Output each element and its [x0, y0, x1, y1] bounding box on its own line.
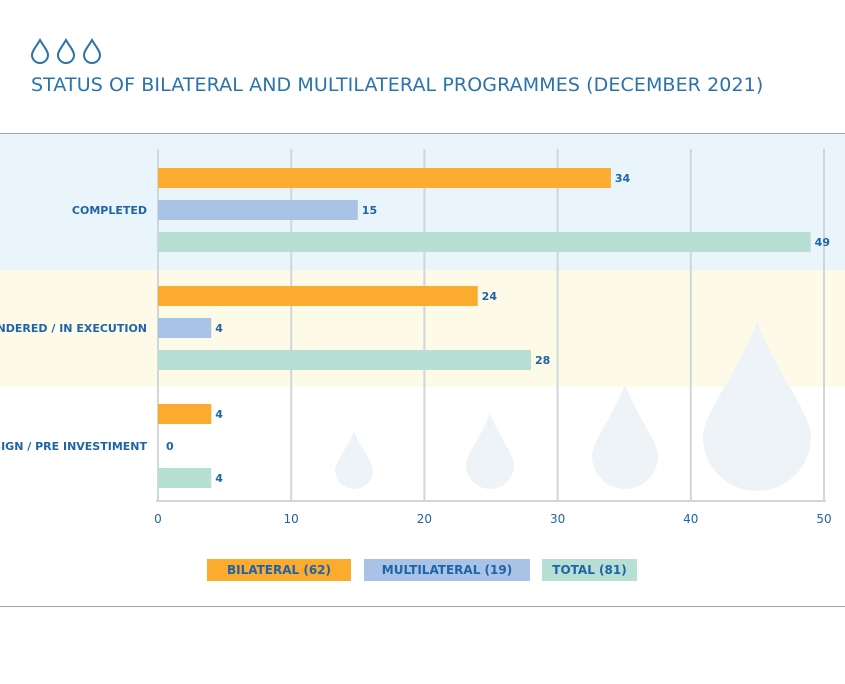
legend-item: BILATERAL (62) — [207, 559, 351, 581]
x-tick-label: 10 — [284, 512, 299, 526]
x-tick-label: 50 — [816, 512, 831, 526]
category-label: ENDERED / IN EXECUTION — [0, 322, 147, 335]
data-label: 0 — [166, 440, 174, 453]
decorative-drop-icon — [335, 431, 373, 489]
decorative-drop-icon — [703, 321, 811, 491]
page-title: STATUS OF BILATERAL AND MULTILATERAL PRO… — [31, 74, 764, 96]
x-tick-label: 0 — [154, 512, 162, 526]
data-label: 49 — [815, 236, 830, 249]
bar — [158, 404, 212, 424]
data-label: 4 — [215, 408, 223, 421]
x-tick-label: 20 — [417, 512, 432, 526]
bar — [158, 200, 358, 220]
data-label: 4 — [215, 472, 223, 485]
bar — [158, 350, 531, 370]
bar — [158, 232, 811, 252]
data-label: 4 — [215, 322, 223, 335]
bar — [158, 318, 212, 338]
x-tick-label: 30 — [550, 512, 565, 526]
bar — [158, 286, 478, 306]
decorative-drop-icon — [466, 413, 514, 489]
category-label: COMPLETED — [72, 204, 147, 217]
bar — [158, 468, 212, 488]
bar — [158, 168, 611, 188]
water-drops-icon — [30, 38, 102, 64]
data-label: 28 — [535, 354, 550, 367]
decorative-drop-icon — [592, 384, 658, 489]
category-label: ESIGN / PRE INVESTIMENT — [0, 440, 147, 453]
legend-item: MULTILATERAL (19) — [364, 559, 530, 581]
data-label: 15 — [362, 204, 377, 217]
data-label: 24 — [482, 290, 498, 303]
data-label: 34 — [615, 172, 631, 185]
chart-panel: 0 10 20 30 40 50 34 15 49 COMPLETED 24 4 28 ENDERED /… — [0, 133, 845, 607]
legend-item: TOTAL (81) — [542, 559, 637, 581]
x-tick-label: 40 — [683, 512, 698, 526]
